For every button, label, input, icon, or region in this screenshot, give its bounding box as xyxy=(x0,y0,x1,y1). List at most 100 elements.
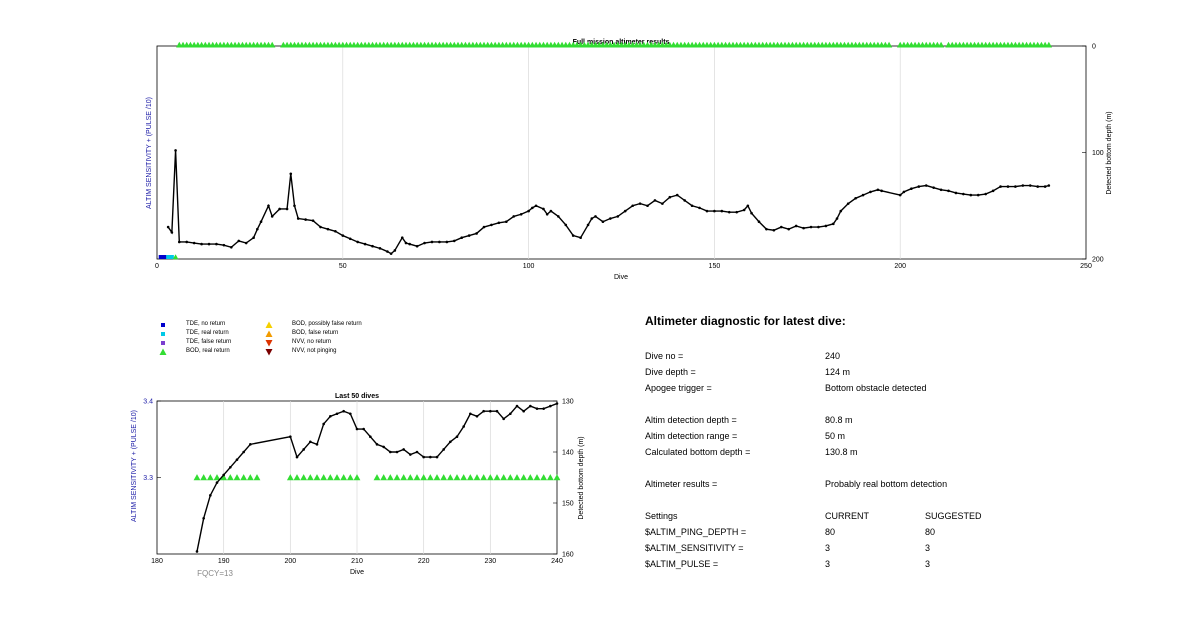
depth-point xyxy=(832,222,835,226)
top-xtick-label: 50 xyxy=(339,263,347,270)
depth-point xyxy=(270,215,274,218)
depth-point xyxy=(515,404,519,408)
depth-point xyxy=(910,187,913,191)
depth-point xyxy=(400,236,404,239)
depth-point xyxy=(304,218,307,221)
depth-point xyxy=(215,242,218,246)
legend-label: BOD, false return xyxy=(292,330,339,336)
bod-marker xyxy=(520,474,528,481)
depth-point xyxy=(329,415,332,418)
top-xtick-label: 200 xyxy=(894,263,906,270)
top-chart: Full mission altimeter results Dive ALTI… xyxy=(146,39,1113,281)
depth-point xyxy=(435,455,439,459)
depth-point xyxy=(880,189,883,193)
depth-point xyxy=(267,204,270,208)
bottom-xtick-label: 190 xyxy=(218,558,230,565)
depth-point xyxy=(348,237,352,241)
depth-point xyxy=(1028,184,1032,187)
dive-depth-label: Dive depth = xyxy=(645,367,696,377)
depth-point xyxy=(861,193,865,197)
row-pulse: $ALTIM_PULSE = 3 3 xyxy=(645,556,1065,572)
bod-marker xyxy=(393,474,401,481)
depth-point xyxy=(278,207,281,211)
calculated-depth-label: Calculated bottom depth = xyxy=(645,447,751,457)
depth-point xyxy=(962,192,965,196)
depth-point xyxy=(322,422,325,426)
legend-marker-icon xyxy=(265,321,273,328)
bottom-xtick-label: 180 xyxy=(151,558,163,565)
depth-point xyxy=(386,250,389,253)
depth-point xyxy=(395,450,399,454)
depth-point xyxy=(502,417,505,421)
depth-point xyxy=(369,435,372,439)
depth-point xyxy=(735,210,738,214)
depth-point xyxy=(846,202,850,205)
depth-point xyxy=(371,244,374,248)
legend-marker-icon xyxy=(265,330,273,337)
depth-point xyxy=(289,435,292,439)
top-chart-tde-markers xyxy=(158,254,179,260)
legend-label: NVV, no return xyxy=(292,339,332,345)
bottom-chart-ylabel-left: ALTIM SENSITIVITY + (PULSE /10) xyxy=(131,410,138,522)
depth-point xyxy=(939,188,943,192)
depth-point xyxy=(415,450,419,454)
row-detection-range: Altim detection range = 50 m xyxy=(645,428,1065,444)
depth-point xyxy=(334,230,337,233)
depth-point xyxy=(166,225,170,229)
depth-point xyxy=(192,241,196,245)
bottom-xtick-label: 220 xyxy=(418,558,430,565)
depth-point xyxy=(355,427,359,431)
depth-point xyxy=(244,241,248,245)
depth-point xyxy=(527,209,530,213)
depth-point xyxy=(215,481,219,484)
depth-point xyxy=(252,236,255,239)
legend-label: TDE, real return xyxy=(186,330,229,336)
depth-point xyxy=(969,193,973,197)
depth-point xyxy=(207,242,211,246)
tde-marker xyxy=(158,255,163,259)
depth-point xyxy=(1043,185,1047,188)
top-xtick-label: 150 xyxy=(709,263,721,270)
depth-point xyxy=(579,236,582,239)
depth-point xyxy=(475,232,478,235)
top-xtick-label: 250 xyxy=(1080,263,1092,270)
bod-marker xyxy=(466,474,474,481)
bottom-chart-footnote: FQCY=13 xyxy=(197,569,233,578)
depth-line xyxy=(196,402,558,552)
top-chart-xticks: 0 50 100 150 200 250 xyxy=(155,263,1092,270)
bod-marker xyxy=(253,474,261,481)
bod-marker xyxy=(440,474,448,481)
depth-point xyxy=(378,247,382,250)
depth-point xyxy=(242,450,245,454)
bod-marker xyxy=(426,474,434,481)
legend-marker-icon xyxy=(265,349,273,356)
depth-point xyxy=(869,190,872,194)
depth-point xyxy=(335,412,339,416)
bottom-chart-xlabel: Dive xyxy=(350,569,364,576)
depth-point xyxy=(408,242,411,246)
bod-marker xyxy=(373,474,381,481)
depth-point xyxy=(549,209,553,213)
pulse-label: $ALTIM_PULSE = xyxy=(645,559,719,569)
top-chart-yticks-right: 0 100 200 xyxy=(1082,44,1104,264)
legend-marker-icon xyxy=(265,340,273,347)
bod-marker xyxy=(213,474,221,481)
bod-marker xyxy=(533,474,541,481)
depth-point xyxy=(489,409,492,413)
bod-marker xyxy=(353,474,361,481)
bod-marker xyxy=(413,474,421,481)
row-apogee: Apogee trigger = Bottom obstacle detecte… xyxy=(645,380,1065,396)
sensitivity-current: 3 xyxy=(825,543,831,553)
bod-marker xyxy=(493,474,501,481)
depth-point xyxy=(594,215,597,218)
diagnostic-title: Altimeter diagnostic for latest dive: xyxy=(645,314,846,328)
depth-point xyxy=(631,204,634,208)
depth-point xyxy=(835,217,839,220)
depth-point xyxy=(638,202,642,205)
current-header: CURRENT xyxy=(825,511,869,521)
depth-point xyxy=(609,217,612,220)
top-ytick-label: 0 xyxy=(1092,44,1096,51)
detection-depth-value: 80.8 m xyxy=(825,415,853,425)
bod-marker xyxy=(553,474,561,481)
depth-point xyxy=(170,231,174,234)
